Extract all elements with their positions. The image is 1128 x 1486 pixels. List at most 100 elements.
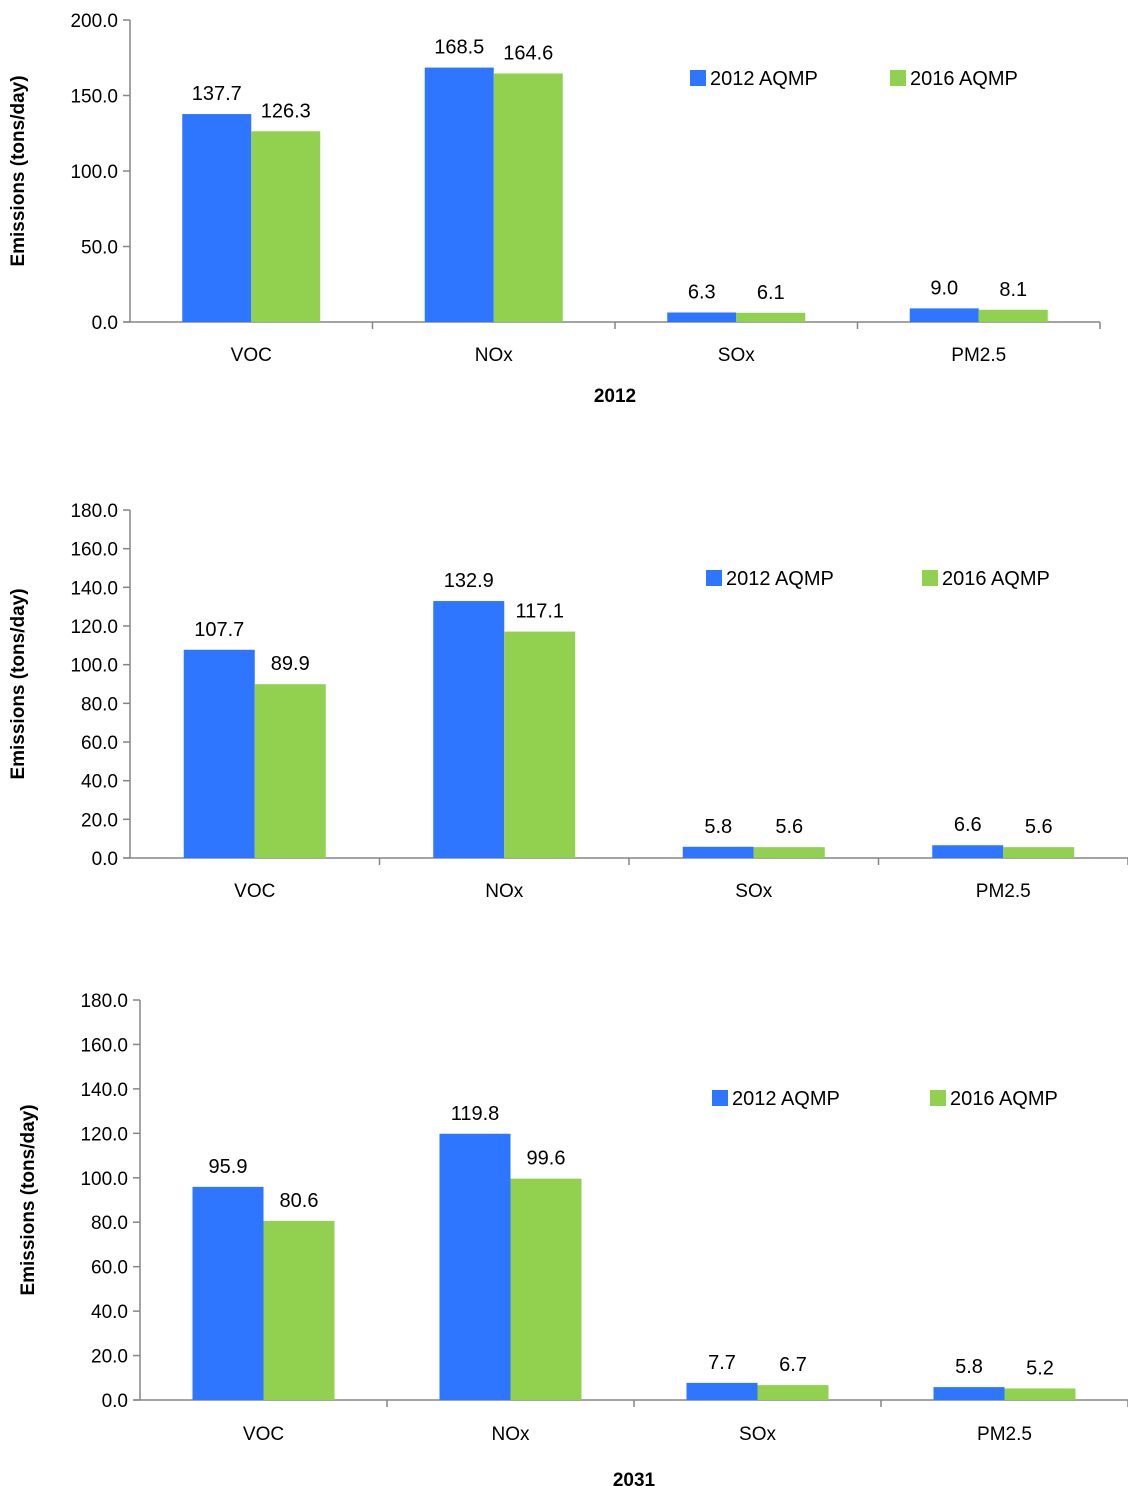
x-axis-title: 2031 xyxy=(613,1470,656,1486)
y-tick-label: 150.0 xyxy=(70,87,118,108)
legend-label: 2016 AQMP xyxy=(910,68,1018,90)
data-label: 5.6 xyxy=(1025,816,1053,838)
y-axis-title: Emissions (tons/day) xyxy=(8,588,29,779)
legend-label: 2012 AQMP xyxy=(710,68,818,90)
y-tick-label: 50.0 xyxy=(81,238,118,259)
x-category-label: NOx xyxy=(492,1424,531,1445)
emissions-chart-2031: 0.0 20.0 40.0 60.0 80.0 100.0 120.0 140.0 160.0 1… xyxy=(18,991,1128,1486)
y-tick-label: 180.0 xyxy=(80,991,128,1012)
y-tick-label: 200.0 xyxy=(70,11,118,32)
x-category-label: NOx xyxy=(475,345,514,366)
y-tick-label: 100.0 xyxy=(70,656,118,677)
bar-2016-aqmp-nox xyxy=(504,631,576,858)
data-label: 7.7 xyxy=(708,1352,736,1374)
data-label: 95.9 xyxy=(209,1156,248,1178)
x-category-label: VOC xyxy=(231,345,272,366)
y-tick-label: 60.0 xyxy=(91,1258,128,1279)
bar-2012-aqmp-sox xyxy=(667,312,737,322)
y-tick-label: 120.0 xyxy=(70,617,118,638)
bar-2016-aqmp-nox xyxy=(493,73,563,322)
data-label: 117.1 xyxy=(515,601,564,623)
data-label: 89.9 xyxy=(271,653,310,675)
y-tick-label: 80.0 xyxy=(81,694,118,715)
x-category-label: SOx xyxy=(735,881,772,902)
bar-2016-aqmp-pm2.5 xyxy=(1003,847,1075,858)
legend-swatch xyxy=(890,70,906,86)
bar-2012-aqmp-pm2.5 xyxy=(909,308,979,322)
y-tick-label: 160.0 xyxy=(80,1035,128,1056)
legend-swatch xyxy=(712,1090,728,1106)
emissions-chart-2023: 0.0 20.0 40.0 60.0 80.0 100.0 120.0 140.0 160.0 1… xyxy=(8,501,1128,902)
data-label: 5.6 xyxy=(775,816,803,838)
bar-2016-aqmp-pm2.5 xyxy=(1004,1388,1076,1400)
bar-2016-aqmp-voc xyxy=(251,131,321,322)
data-label: 6.7 xyxy=(779,1354,807,1376)
bar-2012-aqmp-nox xyxy=(433,601,505,858)
y-tick-label: 0.0 xyxy=(92,849,118,870)
data-label: 9.0 xyxy=(930,277,958,299)
bar-2012-aqmp-pm2.5 xyxy=(932,845,1004,858)
x-category-label: PM2.5 xyxy=(977,1424,1032,1445)
data-label: 5.8 xyxy=(704,816,732,838)
x-category-label: VOC xyxy=(243,1424,284,1445)
bar-2016-aqmp-sox xyxy=(753,847,825,858)
data-label: 132.9 xyxy=(444,570,494,592)
bar-2012-aqmp-nox xyxy=(424,67,494,322)
legend-label: 2016 AQMP xyxy=(950,1088,1058,1110)
data-label: 107.7 xyxy=(194,619,244,641)
legend-swatch xyxy=(690,70,706,86)
data-label: 119.8 xyxy=(451,1103,500,1125)
x-category-label: SOx xyxy=(718,345,755,366)
x-category-label: SOx xyxy=(739,1424,776,1445)
data-label: 168.5 xyxy=(434,37,484,59)
legend-swatch xyxy=(930,1090,946,1106)
bar-2016-aqmp-voc xyxy=(254,684,326,858)
bar-2012-aqmp-pm2.5 xyxy=(933,1387,1005,1400)
bar-2016-aqmp-voc xyxy=(263,1220,335,1400)
data-label: 8.1 xyxy=(999,279,1027,301)
legend-swatch xyxy=(706,570,722,586)
y-tick-label: 100.0 xyxy=(80,1169,128,1190)
x-category-label: PM2.5 xyxy=(976,881,1031,902)
y-axis-title: Emissions (tons/day) xyxy=(8,75,29,266)
data-label: 80.6 xyxy=(280,1190,319,1212)
bar-2016-aqmp-sox xyxy=(757,1385,829,1400)
y-tick-label: 60.0 xyxy=(81,733,118,754)
bar-2012-aqmp-voc xyxy=(192,1186,264,1400)
y-tick-label: 40.0 xyxy=(81,772,118,793)
data-label: 6.6 xyxy=(954,814,982,836)
y-tick-label: 80.0 xyxy=(91,1213,128,1234)
data-label: 5.8 xyxy=(955,1356,983,1378)
bar-2012-aqmp-sox xyxy=(686,1382,758,1400)
bar-2016-aqmp-nox xyxy=(510,1178,582,1400)
y-tick-label: 160.0 xyxy=(70,540,118,561)
y-tick-label: 0.0 xyxy=(102,1391,128,1412)
data-label: 99.6 xyxy=(527,1148,566,1170)
bar-2012-aqmp-voc xyxy=(182,114,252,322)
y-tick-label: 120.0 xyxy=(80,1124,128,1145)
y-tick-label: 140.0 xyxy=(70,578,118,599)
legend-label: 2016 AQMP xyxy=(942,568,1050,590)
bar-2012-aqmp-nox xyxy=(439,1133,511,1400)
data-label: 6.3 xyxy=(688,281,716,303)
bar-2012-aqmp-voc xyxy=(183,649,255,858)
x-category-label: VOC xyxy=(234,881,275,902)
data-label: 6.1 xyxy=(757,282,785,304)
y-tick-label: 20.0 xyxy=(91,1347,128,1368)
y-tick-label: 40.0 xyxy=(91,1302,128,1323)
legend-swatch xyxy=(922,570,938,586)
x-axis-title: 2012 xyxy=(594,386,636,407)
data-label: 126.3 xyxy=(261,100,311,122)
y-tick-label: 140.0 xyxy=(80,1080,128,1101)
legend-label: 2012 AQMP xyxy=(732,1088,840,1110)
y-tick-label: 20.0 xyxy=(81,810,118,831)
data-label: 5.2 xyxy=(1026,1357,1054,1379)
y-tick-label: 0.0 xyxy=(92,313,118,334)
x-category-label: NOx xyxy=(485,881,524,902)
bar-2016-aqmp-sox xyxy=(736,312,806,322)
y-axis-title: Emissions (tons/day) xyxy=(18,1104,39,1295)
bar-2012-aqmp-sox xyxy=(682,846,754,858)
y-tick-label: 100.0 xyxy=(70,162,118,183)
y-tick-label: 180.0 xyxy=(70,501,118,522)
